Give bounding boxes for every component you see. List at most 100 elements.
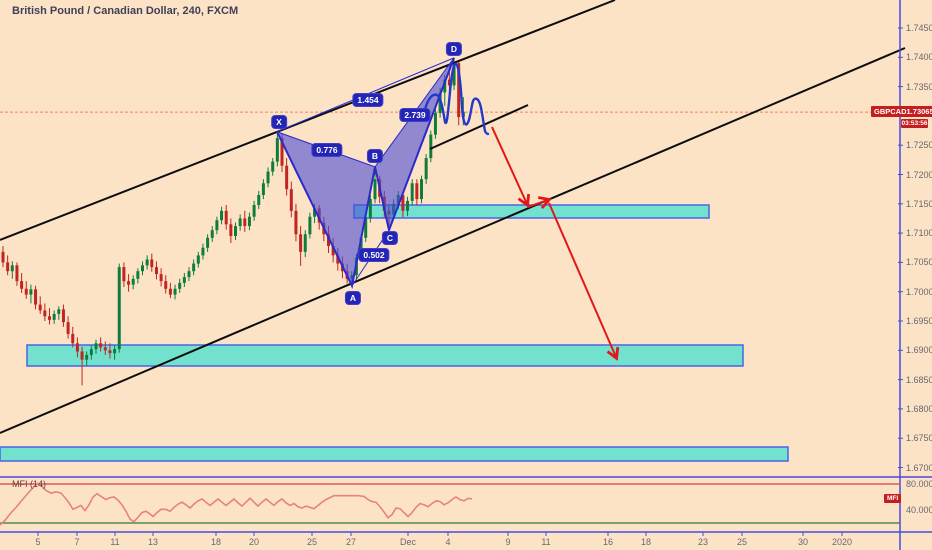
candle-down: [224, 204, 228, 230]
candle-up: [187, 267, 191, 282]
pattern-point-X[interactable]: X: [272, 116, 286, 128]
trendline[interactable]: [0, 0, 616, 241]
price-tick-label: 1.67500: [906, 433, 932, 444]
price-tick-label: 1.67000: [906, 462, 932, 473]
date-tick-label: 11: [110, 537, 120, 547]
candle-up: [257, 190, 261, 210]
date-tick-label: 18: [210, 537, 222, 547]
date-tick-label: 18: [640, 537, 652, 547]
price-tick-label: 1.69000: [906, 345, 932, 356]
supply-demand-zone[interactable]: [26, 344, 744, 367]
candle-down: [127, 274, 131, 292]
candle-up: [94, 339, 98, 354]
projection-arrow[interactable]: [527, 200, 548, 207]
candle-up: [271, 158, 275, 176]
date-tick-label: 13: [147, 537, 159, 547]
price-tick-label: 1.68500: [906, 374, 932, 385]
date-tick-label: 2020: [831, 537, 853, 547]
price-tick-label: 1.70000: [906, 286, 932, 297]
candle-down: [6, 255, 10, 276]
candle-up: [145, 255, 149, 270]
candle-up: [261, 179, 265, 200]
candle-up: [252, 200, 256, 221]
date-tick-label: 16: [602, 537, 614, 547]
candle-up: [10, 261, 14, 279]
date-tick-label: 9: [505, 537, 511, 547]
date-tick-label: 25: [736, 537, 748, 547]
supply-demand-zone[interactable]: [0, 446, 789, 462]
pattern-point-B[interactable]: B: [367, 150, 383, 162]
price-badge-value: 1.73065: [906, 107, 932, 116]
mfi-line: [0, 482, 473, 526]
candle-up: [406, 196, 410, 217]
price-tick-label: 1.70500: [906, 257, 932, 268]
candle-up: [196, 251, 200, 268]
candle-up: [368, 195, 372, 223]
price-tick-label: 1.74500: [906, 23, 932, 33]
date-tick-label: 30: [797, 537, 809, 547]
date-tick-label: 27: [345, 537, 357, 547]
candle-up: [85, 351, 89, 366]
price-tick-label: 1.71000: [906, 228, 932, 239]
mfi-tick-label: 40.00000: [906, 505, 932, 515]
candle-down: [108, 343, 112, 359]
candle-down: [103, 341, 107, 355]
pattern-edge-line: [276, 57, 455, 289]
candle-down: [159, 268, 163, 287]
symbol-title: British Pound / Canadian Dollar, 240, FX…: [12, 5, 239, 17]
candle-down: [24, 281, 28, 299]
trendline[interactable]: [429, 104, 529, 150]
candle-down: [20, 272, 24, 293]
candle-down: [15, 262, 19, 286]
date-tick-label: 7: [74, 537, 80, 547]
candle-up: [52, 310, 56, 324]
current-price-badge: GBPCAD 1.73065: [871, 106, 932, 117]
date-tick-label: 4: [445, 537, 451, 547]
candle-down: [164, 275, 168, 294]
price-tick-label: 1.72500: [906, 140, 932, 151]
candle-up: [89, 345, 93, 360]
price-tick-label: 1.68000: [906, 403, 932, 414]
date-tick-label: Dec: [399, 537, 417, 547]
candle-down: [99, 337, 103, 352]
date-tick-label: 5: [35, 537, 41, 547]
mfi-tick-label: 80.00000: [906, 479, 932, 489]
projection-arrow[interactable]: [548, 202, 616, 357]
candle-down: [75, 337, 79, 358]
pattern-point-C[interactable]: C: [382, 232, 398, 244]
harmonic-pattern-bcd[interactable]: [375, 57, 454, 231]
candle-down: [168, 282, 172, 299]
candle-up: [275, 131, 279, 167]
projection-arrow[interactable]: [491, 126, 527, 204]
candle-up: [234, 222, 237, 241]
candle-down: [229, 218, 233, 244]
trendline[interactable]: [0, 47, 906, 434]
candle-countdown: 03:53:56: [901, 119, 928, 128]
candle-down: [243, 210, 247, 232]
candle-up: [373, 166, 377, 204]
candle-up: [192, 259, 196, 276]
candle-up: [201, 243, 205, 260]
pattern-point-D[interactable]: D: [446, 43, 462, 55]
price-projection-sketch[interactable]: [421, 62, 490, 136]
pattern-ratio-badge[interactable]: 1.454: [353, 94, 383, 106]
harmonic-pattern-xab[interactable]: [277, 131, 375, 286]
candle-down: [71, 326, 75, 348]
candle-up: [210, 226, 214, 242]
pattern-ratio-badge[interactable]: 2.739: [400, 109, 430, 121]
candle-up: [433, 108, 437, 139]
pattern-point-A[interactable]: A: [345, 292, 361, 304]
pattern-ratio-badge[interactable]: 0.502: [359, 249, 389, 261]
candle-up: [215, 216, 219, 235]
pattern-ratio-badge[interactable]: 0.776: [312, 144, 342, 156]
price-tick-label: 1.69500: [906, 316, 932, 326]
candle-down: [43, 303, 47, 321]
price-tick-label: 1.71500: [906, 198, 932, 209]
candle-up: [424, 153, 428, 184]
price-tick-label: 1.73500: [906, 81, 932, 92]
price-badge-symbol: GBPCAD: [874, 107, 907, 116]
candle-up: [303, 230, 307, 258]
candle-up: [173, 284, 177, 300]
candle-down: [122, 262, 126, 288]
